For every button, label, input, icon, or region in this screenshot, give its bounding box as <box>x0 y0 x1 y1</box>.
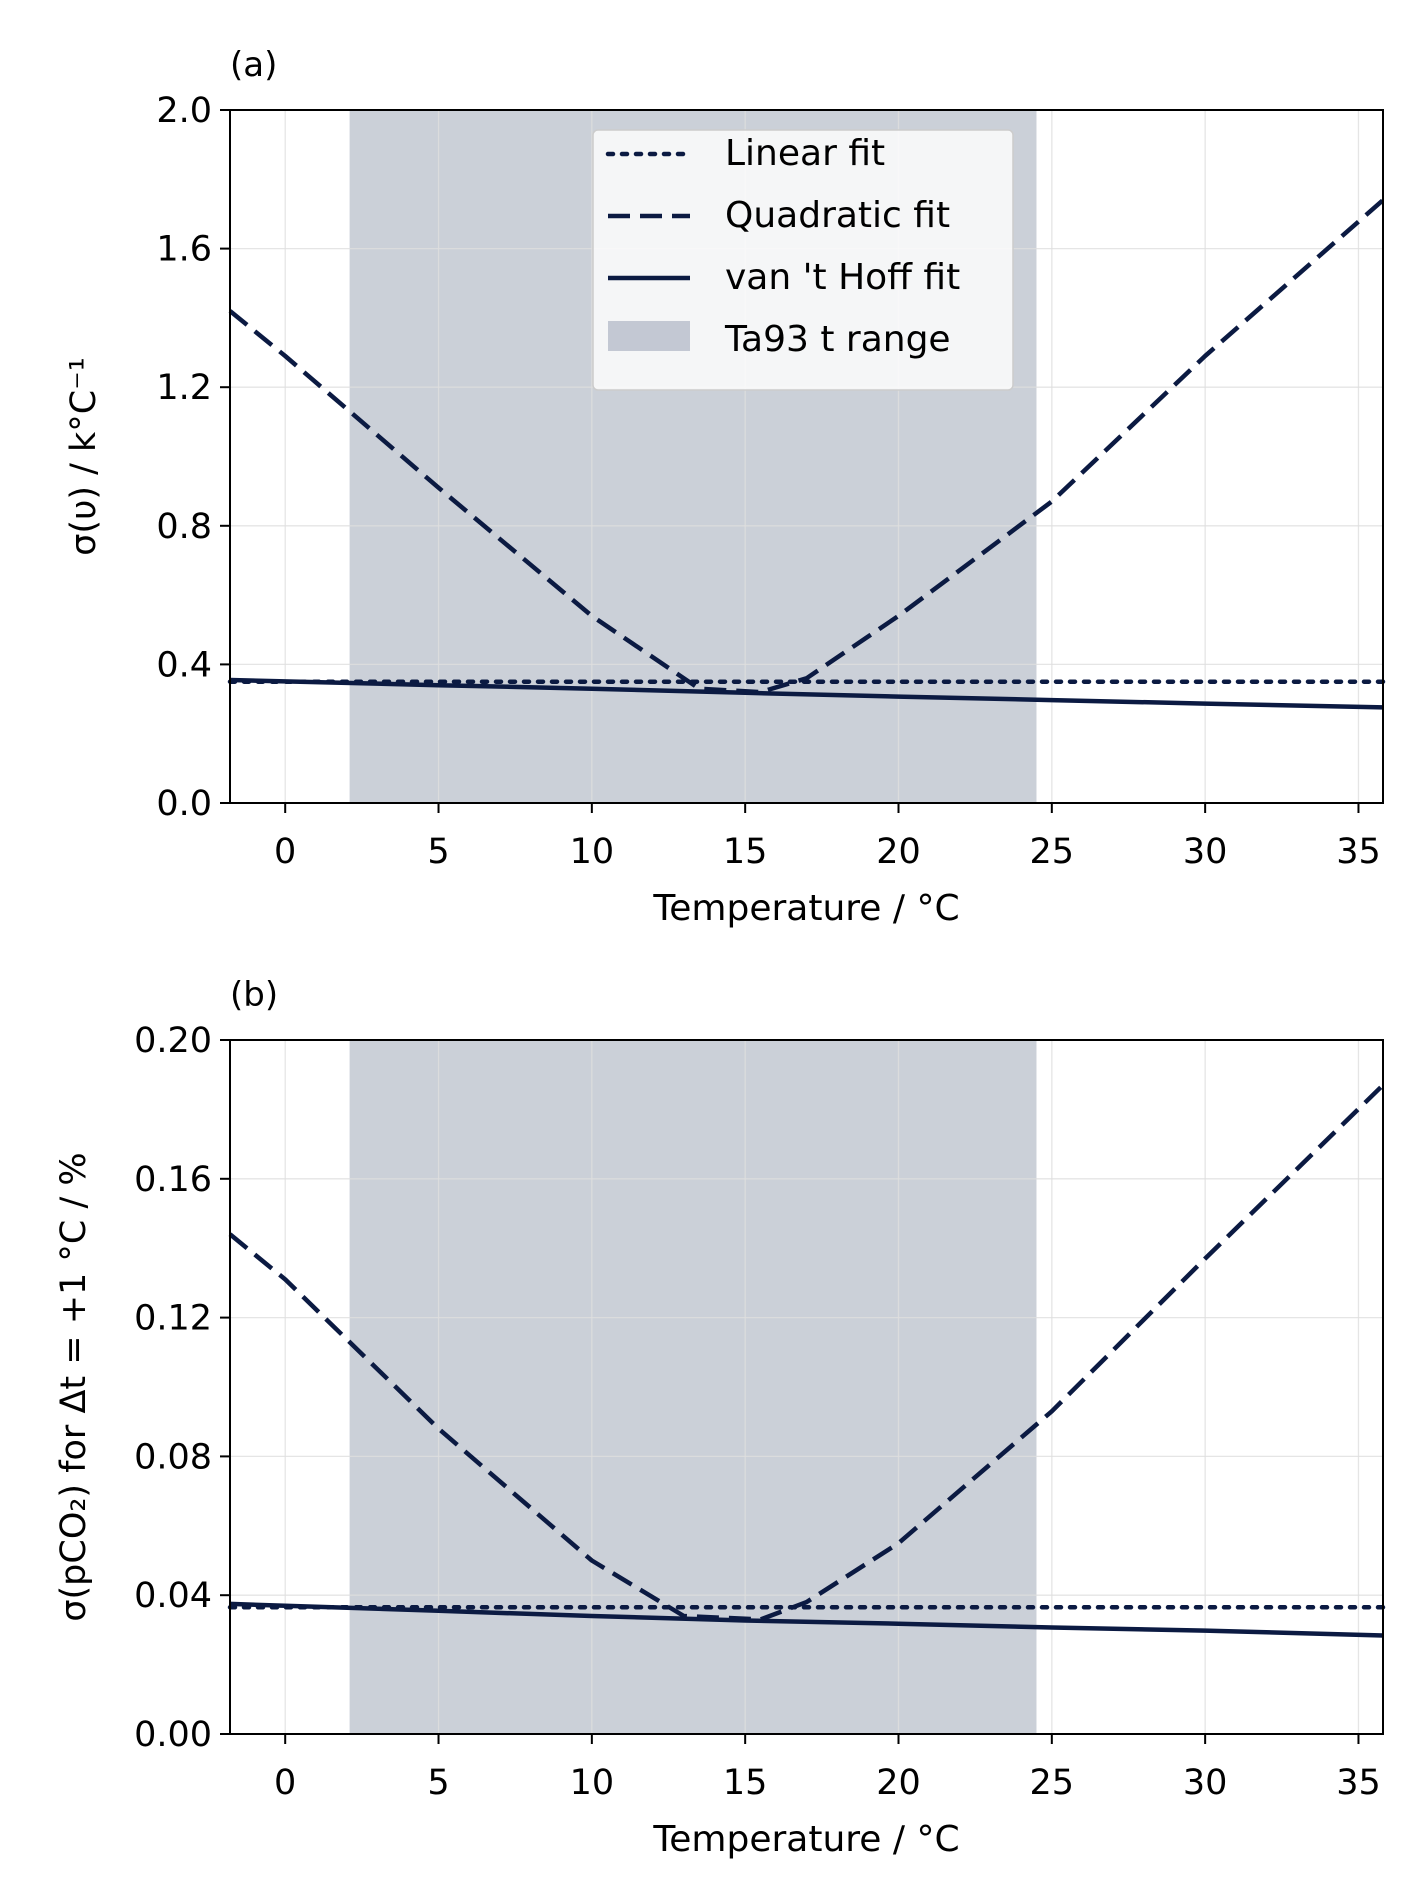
x-tick-label: 20 <box>876 832 921 872</box>
y-tick-label: 0.08 <box>134 1437 212 1477</box>
legend-label: Quadratic fit <box>725 195 950 236</box>
x-tick-label: 5 <box>427 1763 449 1803</box>
shaded-region <box>349 1040 1037 1734</box>
series-quadratic-fitline <box>228 198 1385 695</box>
x-tick-label: 5 <box>427 832 449 872</box>
legend-label: Linear fit <box>725 133 885 174</box>
x-tick-label: 25 <box>1030 832 1075 872</box>
series-van-t-hoff-fitline <box>229 1601 1384 1638</box>
y-tick-label: 0.4 <box>156 645 212 685</box>
legend-label: Ta93 t range <box>724 319 951 360</box>
axes-frame <box>229 1039 1384 1735</box>
y-tick-label: 0.16 <box>134 1160 212 1200</box>
y-tick-label: 1.6 <box>156 230 212 270</box>
y-tick-label: 0.04 <box>134 1576 212 1616</box>
y-tick-label: 0.8 <box>156 507 212 547</box>
y-tick-label: 0.20 <box>134 1021 212 1061</box>
x-tick-label: 35 <box>1336 832 1381 872</box>
y-tick-label: 0.0 <box>156 784 212 824</box>
x-axis-label: Temperature / °C <box>652 888 959 929</box>
x-tick-label: 10 <box>570 1763 615 1803</box>
x-tick-label: 25 <box>1030 1763 1075 1803</box>
y-axis-label: σ(pCO₂) for Δt = +1 °C / % <box>54 1152 94 1621</box>
y-tick-label: 0.12 <box>134 1299 212 1339</box>
panel-label: (b) <box>230 975 278 1015</box>
x-tick-label: 35 <box>1336 1763 1381 1803</box>
legend-label: van 't Hoff fit <box>725 257 960 298</box>
x-tick-label: 30 <box>1183 1763 1228 1803</box>
legend-swatch-band <box>608 321 690 351</box>
axes-frame <box>229 109 1384 804</box>
y-tick-label: 1.2 <box>156 368 212 408</box>
x-axis-label: Temperature / °C <box>652 1819 959 1860</box>
x-tick-label: 0 <box>274 832 296 872</box>
y-tick-label: 2.0 <box>156 91 212 131</box>
legend-box <box>592 129 1014 391</box>
x-tick-label: 30 <box>1183 832 1228 872</box>
y-axis-label: σ(υ) / k°C⁻¹ <box>64 357 104 556</box>
panel-label: (a) <box>230 45 277 85</box>
x-tick-label: 15 <box>723 1763 768 1803</box>
x-tick-label: 0 <box>274 1763 296 1803</box>
x-tick-label: 10 <box>570 832 615 872</box>
x-tick-label: 15 <box>723 832 768 872</box>
series-quadratic-fitline <box>228 1083 1385 1622</box>
panel-a: 0 5 10 15 20 25 30 35 0.0 0.4 0.8 1.2 1.6 2.0 (a) Tempe… <box>64 45 1386 929</box>
panel-b: 0 5 10 15 20 25 30 35 0.00 0.04 0.08 0.12 0.16 0.20 (b… <box>54 975 1386 1860</box>
y-tick-label: 0.00 <box>134 1715 212 1755</box>
legend: Linear fit Quadratic fit van 't Hoff fit Ta… <box>592 129 1014 391</box>
series-van-t-hoff-fitline <box>229 677 1384 710</box>
x-tick-label: 20 <box>876 1763 921 1803</box>
